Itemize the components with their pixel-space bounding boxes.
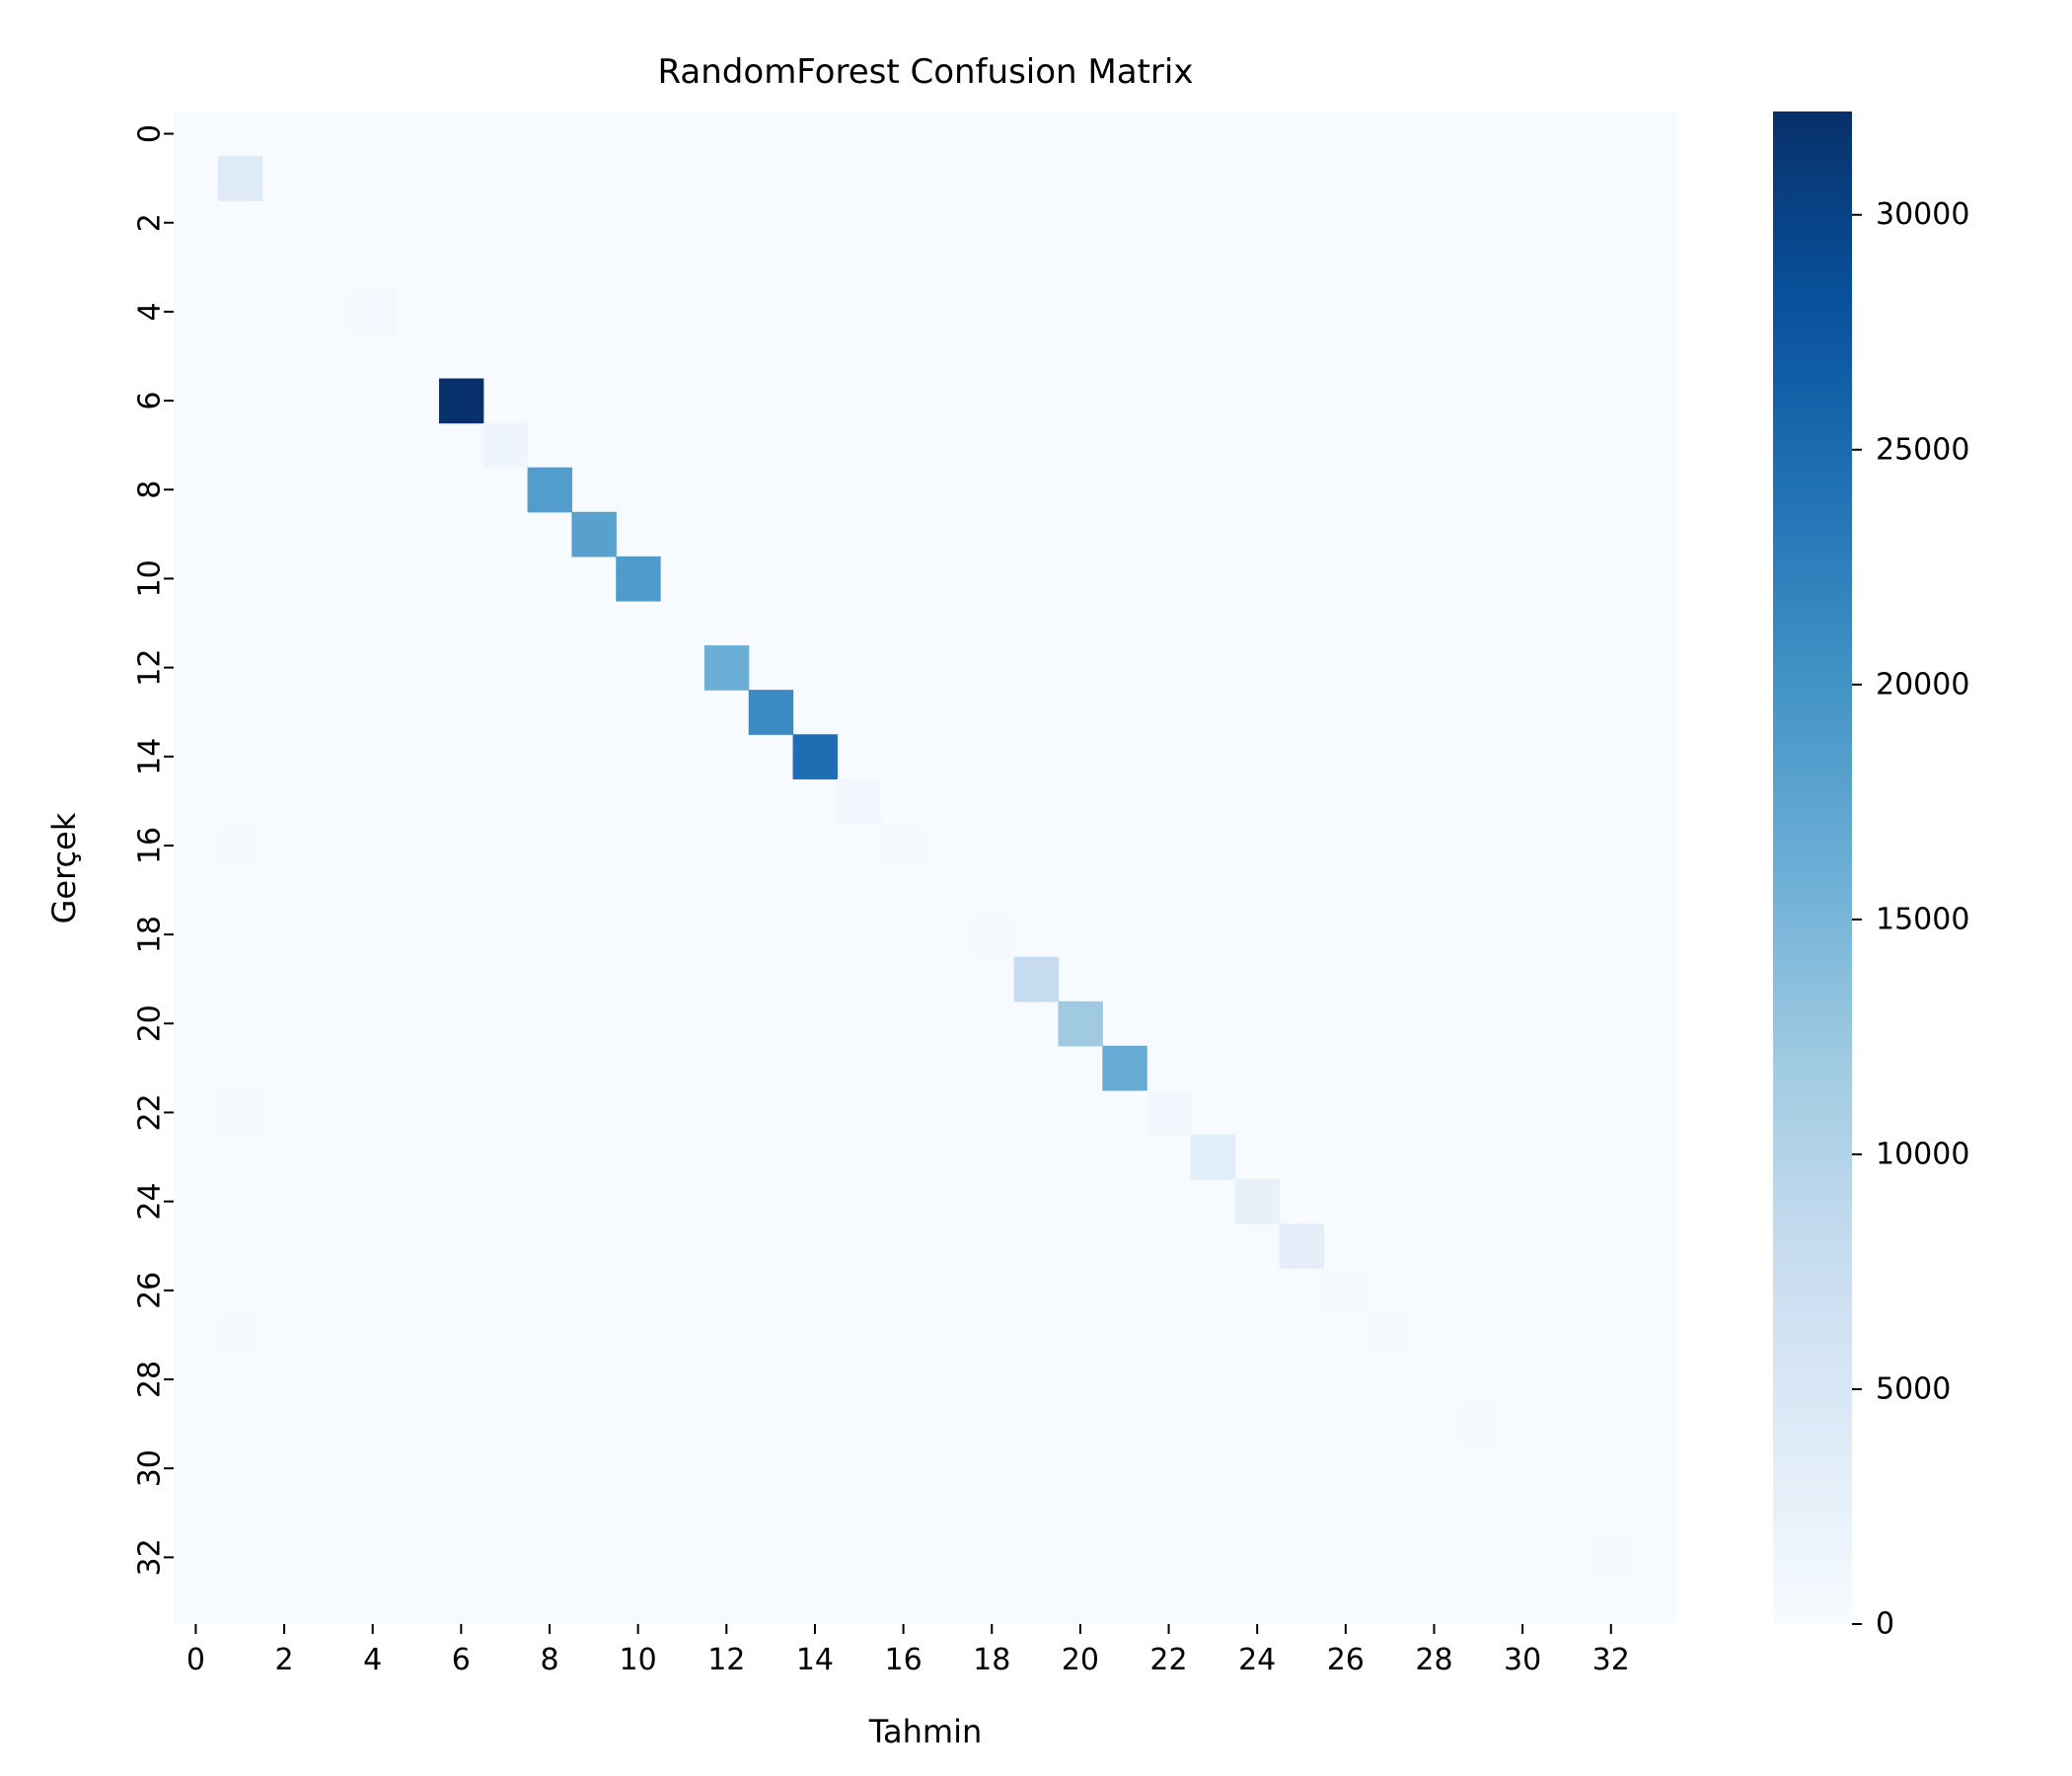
x-tick-label: 0 <box>186 1643 205 1677</box>
chart-title: RandomForest Confusion Matrix <box>658 52 1194 92</box>
heatmap-cell <box>482 422 529 469</box>
y-tick-label: 10 <box>133 559 168 597</box>
heatmap-cell <box>703 645 750 691</box>
y-tick-label: 32 <box>133 1538 168 1576</box>
y-tick-label: 2 <box>133 213 168 232</box>
x-tick-label: 4 <box>363 1643 382 1677</box>
heatmap-cell <box>748 690 794 735</box>
heatmap-cell <box>350 289 396 335</box>
colorbar <box>1773 111 1852 1624</box>
heatmap-cell <box>1368 1312 1413 1359</box>
x-tick-label: 14 <box>796 1643 834 1677</box>
colorbar-tick-label: 25000 <box>1876 432 1969 467</box>
heatmap-cell <box>881 823 926 869</box>
x-tick-label: 20 <box>1062 1643 1099 1677</box>
x-axis: 0 2 4 6 8 10 12 14 16 18 20 22 24 26 28 30 32 <box>186 1624 1630 1677</box>
colorbar-tick-label: 0 <box>1876 1607 1894 1642</box>
heatmap-cell <box>1323 1268 1369 1313</box>
colorbar-tick-label: 15000 <box>1876 902 1969 936</box>
heatmap-cell <box>217 823 263 869</box>
heatmap-cell <box>217 1089 263 1136</box>
y-tick-label: 26 <box>133 1272 168 1309</box>
heatmap-cell <box>616 555 661 602</box>
heatmap-cell <box>1234 1179 1281 1224</box>
x-axis-label: Tahmin <box>868 1713 982 1750</box>
y-axis-label: Gerçek <box>45 812 83 924</box>
heatmap-cell <box>527 467 573 513</box>
y-tick-label: 8 <box>133 481 168 499</box>
y-tick-label: 30 <box>133 1449 168 1487</box>
heatmap-cell <box>1279 1223 1325 1269</box>
y-tick-label: 20 <box>133 1004 168 1042</box>
x-tick-label: 12 <box>707 1643 745 1677</box>
x-tick-label: 2 <box>275 1643 294 1677</box>
x-tick-label: 10 <box>620 1643 657 1677</box>
heatmap-cell <box>1455 1401 1502 1447</box>
x-tick-label: 24 <box>1238 1643 1276 1677</box>
heatmap-cell <box>1058 1000 1103 1047</box>
x-tick-label: 22 <box>1149 1643 1187 1677</box>
y-tick-label: 14 <box>133 738 168 776</box>
colorbar-tick-label: 20000 <box>1876 667 1969 702</box>
heatmap-cell <box>792 734 838 779</box>
heatmap-cell <box>837 778 882 825</box>
colorbar-tick-label: 10000 <box>1876 1137 1969 1171</box>
heatmap <box>174 111 1677 1624</box>
y-tick-label: 16 <box>133 827 168 864</box>
y-tick-label: 4 <box>133 302 168 321</box>
x-tick-label: 16 <box>884 1643 922 1677</box>
y-tick-label: 22 <box>133 1093 168 1131</box>
x-tick-label: 6 <box>452 1643 471 1677</box>
y-tick-label: 24 <box>133 1183 168 1221</box>
y-tick-label: 28 <box>133 1361 168 1398</box>
x-tick-label: 28 <box>1415 1643 1452 1677</box>
x-tick-label: 32 <box>1592 1643 1630 1677</box>
x-tick-label: 8 <box>540 1643 558 1677</box>
y-tick-label: 18 <box>133 916 168 953</box>
colorbar-axis: 0 5000 10000 15000 20000 25000 30000 <box>1852 197 1969 1642</box>
x-tick-label: 18 <box>973 1643 1010 1677</box>
heatmap-cell <box>1147 1089 1192 1136</box>
x-tick-label: 30 <box>1504 1643 1541 1677</box>
heatmap-cell <box>217 156 263 201</box>
heatmap-cell <box>1589 1534 1634 1581</box>
heatmap-cell <box>1190 1135 1236 1180</box>
colorbar-tick-label: 5000 <box>1876 1371 1951 1406</box>
colorbar-tick-label: 30000 <box>1876 197 1969 232</box>
x-tick-label: 26 <box>1327 1643 1365 1677</box>
heatmap-cell <box>1102 1045 1147 1091</box>
heatmap-cell <box>969 912 1015 958</box>
heatmap-cell <box>217 1312 263 1359</box>
y-tick-label: 6 <box>133 392 168 410</box>
heatmap-cell <box>1013 956 1060 1002</box>
y-tick-label: 12 <box>133 649 168 687</box>
y-tick-label: 0 <box>133 124 168 143</box>
heatmap-cell <box>571 511 617 557</box>
heatmap-cell <box>438 378 484 424</box>
